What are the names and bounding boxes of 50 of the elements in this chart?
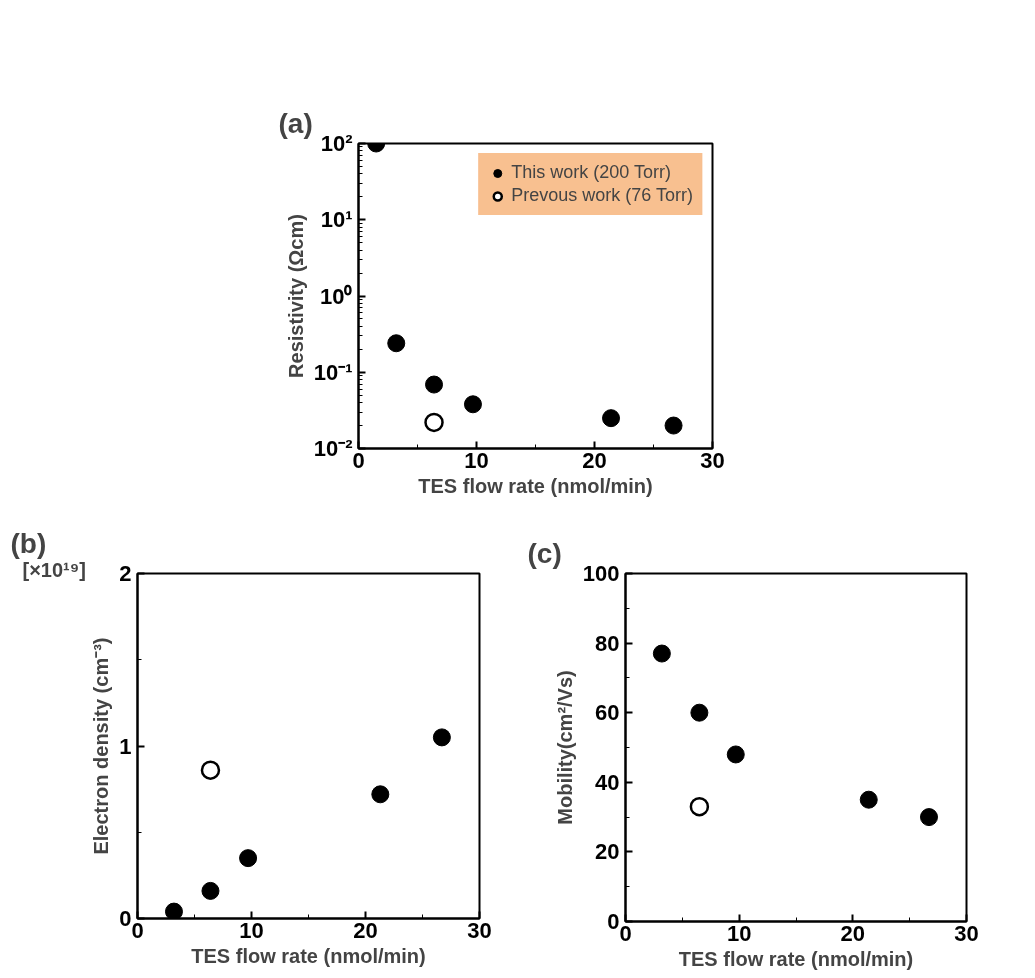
point — [652, 644, 671, 663]
point — [726, 745, 745, 764]
y-tick-label: 100 — [582, 561, 620, 586]
y-axis-title: Resistivity (Ωcm) — [284, 214, 307, 378]
y-axis-title: Electron density (cm⁻³) — [90, 637, 113, 855]
y-tick-label: 20 — [595, 839, 620, 865]
x-tick-label: 10 — [464, 447, 489, 473]
y-tick-label: 10⁻² — [313, 436, 353, 461]
point — [424, 412, 444, 433]
chart-title: (a) — [278, 107, 313, 139]
text: [×10¹⁹] — [22, 558, 86, 581]
point — [200, 760, 221, 780]
y-tick-label: 10⁻¹ — [313, 359, 353, 385]
x-axis-title: TES flow rate (nmol/min) — [418, 474, 653, 497]
legend-label: Prevous work (76 Torr) — [511, 185, 693, 206]
y-tick-label: 80 — [595, 630, 620, 656]
point — [432, 728, 451, 747]
x-tick-label: 10 — [239, 917, 264, 943]
x-tick-label: 30 — [700, 447, 725, 473]
y-tick-label: 2 — [119, 561, 132, 586]
x-tick-label: 30 — [954, 920, 979, 946]
y-tick-label: 10² — [320, 131, 353, 156]
y-tick-label: 10⁰ — [320, 283, 353, 309]
chart-title: (c) — [527, 537, 562, 569]
x-axis-title: TES flow rate (nmol/min) — [191, 944, 426, 967]
point — [201, 881, 220, 900]
chart-title: (b) — [10, 527, 47, 559]
y-tick-label: 10¹ — [320, 207, 353, 233]
y-axis-title: Mobility(cm²/Vs) — [553, 670, 576, 825]
x-tick-label: 10 — [726, 920, 752, 946]
point — [371, 785, 390, 804]
legend-label: This work (200 Torr) — [511, 162, 671, 183]
x-tick-label: 20 — [840, 920, 866, 946]
point — [463, 395, 482, 414]
point — [387, 334, 406, 353]
point — [689, 796, 710, 817]
point — [664, 416, 683, 435]
point — [690, 703, 709, 722]
point — [859, 790, 878, 809]
x-tick-label: 30 — [467, 917, 492, 943]
x-axis-title: TES flow rate (nmol/min) — [678, 947, 914, 970]
x-tick-label: 20 — [353, 917, 378, 943]
point — [164, 902, 183, 919]
y-tick-label: 40 — [595, 769, 620, 795]
y-tick-label: 1 — [119, 733, 132, 759]
y-tick-label: 60 — [595, 700, 620, 726]
point — [425, 375, 444, 394]
point — [919, 808, 938, 827]
point — [602, 409, 621, 428]
point — [239, 849, 258, 868]
